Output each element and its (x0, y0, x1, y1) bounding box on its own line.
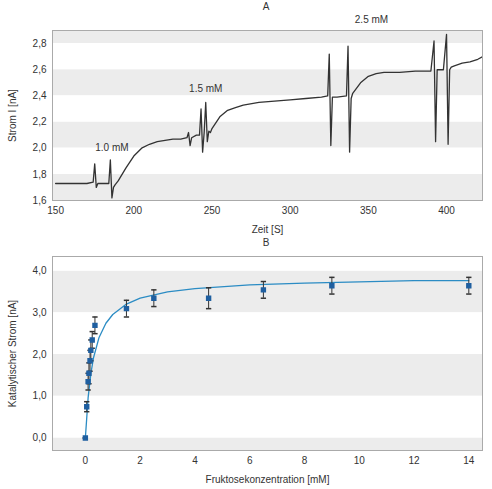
svg-text:Zeit [S]: Zeit [S] (252, 224, 284, 235)
svg-text:Strom I [nA]: Strom I [nA] (7, 89, 18, 142)
svg-text:6: 6 (247, 455, 253, 466)
svg-text:Katalytischer Strom [nA]: Katalytischer Strom [nA] (7, 300, 18, 407)
svg-text:1.5 mM: 1.5 mM (189, 83, 222, 94)
svg-text:12: 12 (408, 455, 420, 466)
svg-text:2,6: 2,6 (33, 64, 47, 75)
svg-text:2,0: 2,0 (33, 142, 47, 153)
svg-text:400: 400 (438, 205, 455, 216)
svg-text:150: 150 (47, 205, 64, 216)
html-text:A: A (262, 1, 270, 12)
svg-text:250: 250 (204, 205, 221, 216)
svg-text:2,2: 2,2 (33, 116, 47, 127)
svg-text:200: 200 (125, 205, 142, 216)
svg-text:1,8: 1,8 (33, 169, 47, 180)
svg-text:0,0: 0,0 (33, 432, 47, 443)
svg-text:1,6: 1,6 (33, 195, 47, 206)
svg-text:0: 0 (83, 455, 89, 466)
svg-text:2,0: 2,0 (33, 349, 47, 360)
svg-text:3,0: 3,0 (33, 307, 47, 318)
svg-text:350: 350 (360, 205, 377, 216)
svg-text:10: 10 (354, 455, 366, 466)
svg-text:14: 14 (463, 455, 475, 466)
svg-text:Fruktosekonzentration [mM]: Fruktosekonzentration [mM] (206, 474, 330, 485)
svg-text:2: 2 (137, 455, 143, 466)
svg-text:4,0: 4,0 (33, 265, 47, 276)
svg-text:2,4: 2,4 (33, 90, 47, 101)
svg-text:4: 4 (192, 455, 198, 466)
svg-text:1.0 mM: 1.0 mM (95, 142, 128, 153)
svg-text:300: 300 (282, 205, 299, 216)
html-text:B: B (262, 237, 270, 248)
svg-text:2,8: 2,8 (33, 38, 47, 49)
svg-text:2.5 mM: 2.5 mM (355, 14, 388, 25)
svg-text:8: 8 (302, 455, 308, 466)
svg-text:1,0: 1,0 (33, 390, 47, 401)
